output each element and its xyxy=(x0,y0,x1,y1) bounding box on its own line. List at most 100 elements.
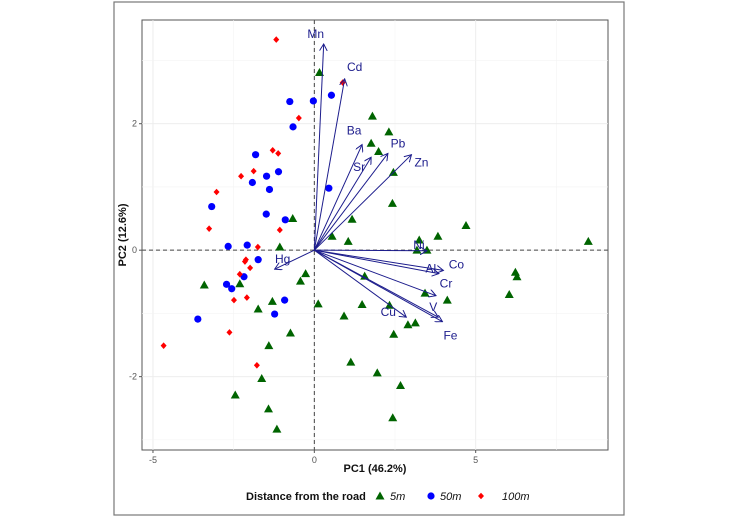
loading-arrow-co xyxy=(314,249,443,270)
point-5m xyxy=(420,288,430,297)
legend-key-50m xyxy=(427,492,435,500)
loading-label-hg: Hg xyxy=(275,252,290,266)
point-5m xyxy=(301,269,311,278)
legend-key-100m xyxy=(478,492,484,500)
loading-arrow-cr xyxy=(314,249,436,296)
loading-label-sr: Sr xyxy=(353,160,365,174)
point-50m xyxy=(243,241,251,249)
point-5m xyxy=(347,214,357,223)
scores xyxy=(160,36,593,433)
point-100m xyxy=(250,167,257,175)
point-50m xyxy=(254,256,262,264)
point-5m xyxy=(583,236,593,245)
point-50m xyxy=(281,216,289,224)
y-axis-label: PC2 (12.6%) xyxy=(117,203,129,266)
point-100m xyxy=(273,36,280,43)
point-5m xyxy=(414,235,424,244)
point-5m xyxy=(512,272,522,281)
point-5m xyxy=(327,231,337,240)
point-50m xyxy=(228,285,236,293)
point-5m xyxy=(384,127,394,136)
point-5m xyxy=(442,295,452,304)
point-5m xyxy=(264,341,274,350)
axis-ticks: -5 0 5 -2 0 2 xyxy=(129,119,478,465)
x-tick-label: -5 xyxy=(149,455,157,465)
point-50m xyxy=(327,91,336,99)
point-5m xyxy=(288,214,298,223)
point-50m xyxy=(248,178,256,187)
point-100m xyxy=(238,172,245,180)
point-100m xyxy=(230,296,237,304)
legend-label-100m: 100m xyxy=(502,491,530,503)
point-5m xyxy=(346,357,356,366)
point-50m xyxy=(274,168,283,176)
point-5m xyxy=(360,271,370,280)
point-100m xyxy=(160,342,167,349)
loading-label-ni: Ni xyxy=(413,238,424,252)
point-100m xyxy=(226,329,233,336)
x-tick-label: 0 xyxy=(312,455,317,465)
loadings: MnCdBaSrPbZnNiAlCoCrVFeCuHg xyxy=(275,27,465,343)
x-tick-label: 5 xyxy=(473,455,478,465)
point-5m xyxy=(285,328,295,337)
y-tick-label: 2 xyxy=(132,119,137,129)
point-50m xyxy=(286,97,294,106)
legend: Distance from the road 5m 50m 100m xyxy=(246,491,530,503)
point-50m xyxy=(240,273,248,281)
point-5m xyxy=(257,374,267,383)
point-100m xyxy=(275,150,282,157)
point-100m xyxy=(241,258,248,265)
point-5m xyxy=(367,111,377,120)
point-5m xyxy=(264,404,274,413)
y-tick-label: -2 xyxy=(129,372,137,382)
loading-arrow-sr xyxy=(313,157,371,251)
legend-label-5m: 5m xyxy=(390,491,405,503)
point-100m xyxy=(269,146,276,154)
point-50m xyxy=(281,296,289,304)
point-5m xyxy=(235,279,245,288)
point-5m xyxy=(433,231,443,240)
point-50m xyxy=(309,97,317,105)
loading-arrow-al xyxy=(314,249,439,273)
point-50m xyxy=(224,242,232,250)
point-5m xyxy=(504,289,514,298)
point-5m xyxy=(357,300,367,309)
legend-label-50m: 50m xyxy=(440,491,461,503)
point-50m xyxy=(208,202,216,211)
point-50m xyxy=(194,315,202,323)
point-50m xyxy=(289,123,297,131)
point-100m xyxy=(206,225,213,232)
loading-arrow-cu xyxy=(314,249,406,317)
loading-label-cu: Cu xyxy=(381,305,396,319)
point-5m xyxy=(403,320,413,329)
point-100m xyxy=(253,361,260,369)
point-5m xyxy=(366,138,376,147)
point-5m xyxy=(395,381,405,389)
point-100m xyxy=(236,270,243,278)
point-50m xyxy=(262,172,271,180)
point-5m xyxy=(253,304,263,313)
y-tick-label: 0 xyxy=(132,245,137,255)
point-100m xyxy=(247,264,254,272)
point-5m xyxy=(230,390,240,399)
point-5m xyxy=(295,276,305,285)
point-100m xyxy=(213,188,220,196)
loading-label-co: Co xyxy=(449,257,465,271)
loading-label-cr: Cr xyxy=(440,277,453,291)
point-50m xyxy=(251,151,260,159)
point-100m xyxy=(276,226,283,234)
loading-arrow-mn xyxy=(313,44,323,251)
legend-key-5m xyxy=(375,491,385,500)
point-50m xyxy=(325,184,333,192)
point-50m xyxy=(271,310,279,318)
loading-label-cd: Cd xyxy=(347,60,362,74)
loading-label-zn: Zn xyxy=(414,156,428,170)
point-5m xyxy=(389,329,399,338)
point-5m xyxy=(267,296,277,305)
point-50m xyxy=(222,280,231,288)
point-100m xyxy=(254,243,261,251)
point-5m xyxy=(412,245,422,254)
loading-label-fe: Fe xyxy=(443,329,457,343)
point-5m xyxy=(410,318,420,327)
